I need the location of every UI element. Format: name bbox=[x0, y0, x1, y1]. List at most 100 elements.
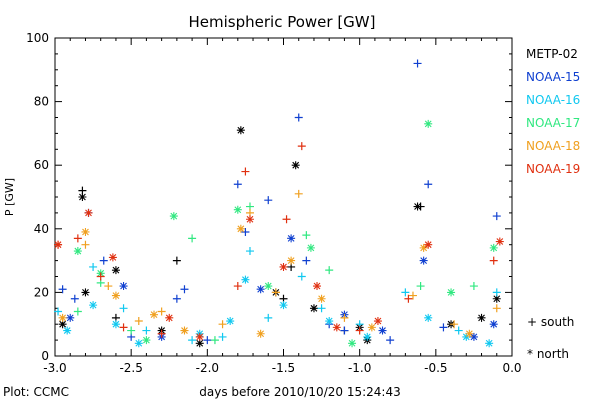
north-point-noaa-15 bbox=[469, 332, 478, 341]
legend-entry-metp-02: METP-02 bbox=[526, 47, 578, 61]
south-point-noaa-18 bbox=[408, 291, 417, 300]
south-point-noaa-15 bbox=[294, 113, 303, 122]
north-point-noaa-19 bbox=[84, 208, 93, 217]
north-point-noaa-16 bbox=[89, 301, 98, 310]
north-point-noaa-18 bbox=[58, 313, 67, 322]
north-point-noaa-15 bbox=[419, 256, 428, 265]
south-point-noaa-15 bbox=[180, 285, 189, 294]
north-point-metp-02 bbox=[111, 266, 120, 275]
south-point-noaa-19 bbox=[297, 142, 306, 151]
south-point-noaa-16 bbox=[401, 288, 410, 297]
north-point-noaa-15 bbox=[287, 234, 296, 243]
legend-entry-noaa-15: NOAA-15 bbox=[526, 70, 580, 84]
south-point-noaa-16 bbox=[264, 313, 273, 322]
north-point-noaa-18 bbox=[317, 294, 326, 303]
south-point-noaa-17 bbox=[73, 307, 82, 316]
x-tick-label: -1.5 bbox=[272, 361, 295, 375]
south-point-noaa-18 bbox=[134, 317, 143, 326]
north-point-noaa-18 bbox=[236, 224, 245, 233]
north-point-noaa-19 bbox=[313, 282, 322, 291]
north-point-noaa-18 bbox=[367, 323, 376, 332]
north-point-noaa-16 bbox=[325, 317, 334, 326]
south-point-noaa-15 bbox=[386, 336, 395, 345]
legend-entry-noaa-16: NOAA-16 bbox=[526, 93, 580, 107]
south-point-noaa-15 bbox=[413, 59, 422, 68]
south-point-noaa-15 bbox=[492, 212, 501, 221]
legend-entry-noaa-19: NOAA-19 bbox=[526, 162, 580, 176]
north-point-noaa-16 bbox=[226, 317, 235, 326]
north-point-noaa-16 bbox=[63, 326, 72, 335]
x-tick-label: -1.0 bbox=[348, 361, 371, 375]
plot-credit: Plot: CCMC bbox=[3, 385, 69, 399]
south-point-noaa-17 bbox=[210, 336, 219, 345]
north-point-noaa-19 bbox=[165, 313, 174, 322]
north-point-noaa-18 bbox=[256, 329, 265, 338]
south-point-noaa-16 bbox=[218, 332, 227, 341]
north-point-noaa-16 bbox=[241, 275, 250, 284]
north-point-noaa-19 bbox=[424, 240, 433, 249]
north-point-noaa-17 bbox=[169, 212, 178, 221]
north-point-noaa-18 bbox=[81, 227, 90, 236]
south-point-noaa-18 bbox=[294, 189, 303, 198]
south-point-noaa-19 bbox=[73, 234, 82, 243]
south-point-noaa-15 bbox=[241, 227, 250, 236]
south-point-noaa-15 bbox=[203, 336, 212, 345]
south-point-noaa-15 bbox=[424, 180, 433, 189]
north-point-metp-02 bbox=[477, 313, 486, 322]
south-point-noaa-17 bbox=[302, 231, 311, 240]
north-point-noaa-17 bbox=[142, 336, 151, 345]
north-point-noaa-19 bbox=[279, 262, 288, 271]
north-point-noaa-19 bbox=[245, 215, 254, 224]
north-point-noaa-15 bbox=[256, 285, 265, 294]
y-tick-label: 40 bbox=[34, 222, 49, 236]
south-point-noaa-15 bbox=[58, 285, 67, 294]
y-tick-label: 20 bbox=[34, 285, 49, 299]
north-point-noaa-19 bbox=[108, 253, 117, 262]
marker-key-north: * north bbox=[527, 347, 569, 361]
south-point-noaa-16 bbox=[454, 326, 463, 335]
north-point-noaa-17 bbox=[424, 119, 433, 128]
north-point-noaa-19 bbox=[195, 332, 204, 341]
south-point-noaa-18 bbox=[340, 313, 349, 322]
south-point-noaa-16 bbox=[492, 288, 501, 297]
axes: -3.0 -2.5 -2.0 -1.5 -1.0 -0.5 0.0 0 20 40 60 80 100 bbox=[26, 31, 521, 375]
north-point-noaa-17 bbox=[306, 243, 315, 252]
north-point-noaa-18 bbox=[150, 310, 159, 319]
y-axis-label: P [GW] bbox=[3, 178, 16, 216]
south-point-noaa-15 bbox=[302, 256, 311, 265]
north-point-noaa-17 bbox=[489, 243, 498, 252]
north-point-metp-02 bbox=[81, 288, 90, 297]
north-point-noaa-18 bbox=[287, 256, 296, 265]
south-point-metp-02 bbox=[172, 256, 181, 265]
south-point-noaa-17 bbox=[188, 234, 197, 243]
north-point-noaa-16 bbox=[424, 313, 433, 322]
north-point-noaa-15 bbox=[489, 320, 498, 329]
north-point-noaa-17 bbox=[264, 282, 273, 291]
legend-entry-noaa-18: NOAA-18 bbox=[526, 139, 580, 153]
north-point-noaa-18 bbox=[111, 291, 120, 300]
south-point-noaa-19 bbox=[355, 326, 364, 335]
chart-title: Hemispheric Power [GW] bbox=[189, 13, 376, 31]
x-tick-label: -2.0 bbox=[196, 361, 219, 375]
south-point-noaa-18 bbox=[157, 307, 166, 316]
south-point-noaa-16 bbox=[188, 336, 197, 345]
y-tick-label: 100 bbox=[26, 31, 49, 45]
south-point-noaa-15 bbox=[172, 294, 181, 303]
south-point-noaa-16 bbox=[297, 272, 306, 281]
north-point-noaa-16 bbox=[279, 301, 288, 310]
south-point-noaa-17 bbox=[325, 266, 334, 275]
north-point-noaa-17 bbox=[233, 205, 242, 214]
x-axis-label: days before 2010/10/20 15:24:43 bbox=[199, 385, 400, 399]
north-point-noaa-18 bbox=[465, 329, 474, 338]
x-tick-label: -0.5 bbox=[424, 361, 447, 375]
south-point-noaa-15 bbox=[264, 196, 273, 205]
south-point-noaa-18 bbox=[218, 320, 227, 329]
south-point-noaa-19 bbox=[404, 294, 413, 303]
north-point-metp-02 bbox=[78, 193, 87, 201]
x-tick-label: -3.0 bbox=[43, 361, 66, 375]
north-point-metp-02 bbox=[492, 294, 501, 303]
north-point-noaa-16 bbox=[134, 339, 143, 348]
south-point-noaa-18 bbox=[104, 282, 113, 291]
north-point-noaa-19 bbox=[373, 317, 382, 326]
